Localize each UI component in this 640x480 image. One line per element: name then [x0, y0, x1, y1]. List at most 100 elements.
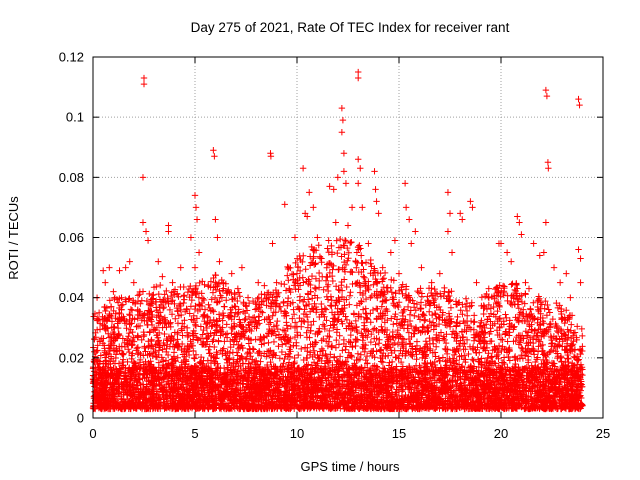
dense-point [543, 312, 551, 319]
dense-point [579, 332, 586, 340]
dense-point [329, 266, 336, 273]
dense-point [278, 348, 286, 356]
dense-point [405, 329, 413, 336]
dense-point [361, 274, 368, 281]
dense-point [504, 338, 511, 345]
dense-point [437, 293, 445, 300]
dense-point [494, 351, 501, 359]
dense-point [205, 301, 212, 309]
dense-point [335, 266, 342, 273]
dense-point [406, 317, 414, 325]
dense-point [119, 335, 127, 342]
dense-point [187, 282, 194, 290]
dense-point [283, 322, 290, 329]
dense-point [274, 325, 281, 333]
dense-point [549, 315, 557, 323]
dense-point [361, 348, 368, 356]
dense-point [335, 357, 342, 365]
dense-point [253, 357, 260, 365]
dense-point [223, 321, 230, 328]
dense-point [328, 251, 336, 258]
dense-point [372, 341, 379, 348]
dense-point [123, 325, 130, 332]
dense-point [178, 346, 185, 354]
dense-point [426, 317, 433, 325]
dense-point [336, 353, 344, 360]
dense-point [167, 292, 175, 300]
dense-point [325, 338, 333, 345]
dense-point [394, 326, 402, 334]
dense-point [431, 285, 438, 293]
dense-point [470, 357, 477, 364]
data-points [89, 68, 586, 413]
dense-point [481, 324, 488, 332]
dense-point [203, 324, 211, 332]
dense-point [525, 338, 532, 346]
dense-point [470, 337, 478, 344]
dense-point [521, 300, 528, 307]
dense-point [213, 299, 221, 306]
dense-point [347, 289, 354, 296]
dense-point [124, 395, 131, 403]
dense-point [159, 346, 166, 353]
dense-point [334, 305, 341, 312]
dense-point [381, 289, 388, 296]
dense-point [442, 346, 450, 353]
dense-point [399, 290, 406, 297]
dense-point [263, 302, 270, 309]
dense-point [126, 311, 133, 318]
dense-point [181, 317, 188, 324]
dense-point [168, 311, 176, 318]
dense-point [140, 352, 147, 359]
dense-point [534, 354, 541, 361]
dense-point [227, 343, 234, 351]
dense-point [134, 292, 142, 299]
dense-point [454, 313, 461, 321]
dense-point [153, 307, 160, 314]
dense-point [231, 302, 238, 310]
dense-point [290, 306, 297, 313]
dense-point [127, 306, 135, 313]
dense-point [367, 319, 374, 326]
dense-point [413, 300, 421, 308]
dense-point [161, 330, 168, 338]
dense-point [308, 272, 316, 280]
dense-point [395, 299, 403, 306]
dense-point [411, 312, 418, 319]
dense-point [333, 237, 340, 244]
dense-point [197, 335, 205, 342]
chart-title: Day 275 of 2021, Rate Of TEC Index for r… [191, 20, 510, 35]
dense-point [342, 237, 350, 245]
dense-point [365, 328, 372, 335]
dense-point [369, 352, 376, 360]
dense-point [360, 334, 367, 341]
dense-point [568, 321, 575, 328]
dense-point [312, 275, 320, 282]
dense-point [285, 277, 292, 284]
dense-point [515, 363, 522, 371]
dense-point [241, 316, 248, 324]
dense-point [506, 357, 514, 364]
dense-point [413, 351, 420, 358]
dense-point [346, 301, 353, 308]
dense-point [222, 352, 230, 359]
dense-point [421, 328, 429, 336]
dense-point [574, 323, 581, 330]
dense-point [325, 249, 332, 256]
dense-point [333, 329, 341, 336]
dense-point [346, 292, 354, 299]
dense-point [345, 249, 352, 256]
dense-point [459, 310, 466, 318]
dense-point [199, 295, 207, 302]
dense-point [465, 350, 472, 358]
dense-point [339, 347, 346, 354]
dense-point [564, 358, 572, 366]
dense-point [210, 308, 217, 315]
dense-point [249, 345, 257, 352]
dense-point [563, 307, 570, 314]
dense-point [232, 303, 239, 310]
dense-point [227, 306, 234, 313]
dense-point [404, 303, 412, 311]
dense-point [537, 325, 544, 333]
dense-point [369, 306, 377, 314]
